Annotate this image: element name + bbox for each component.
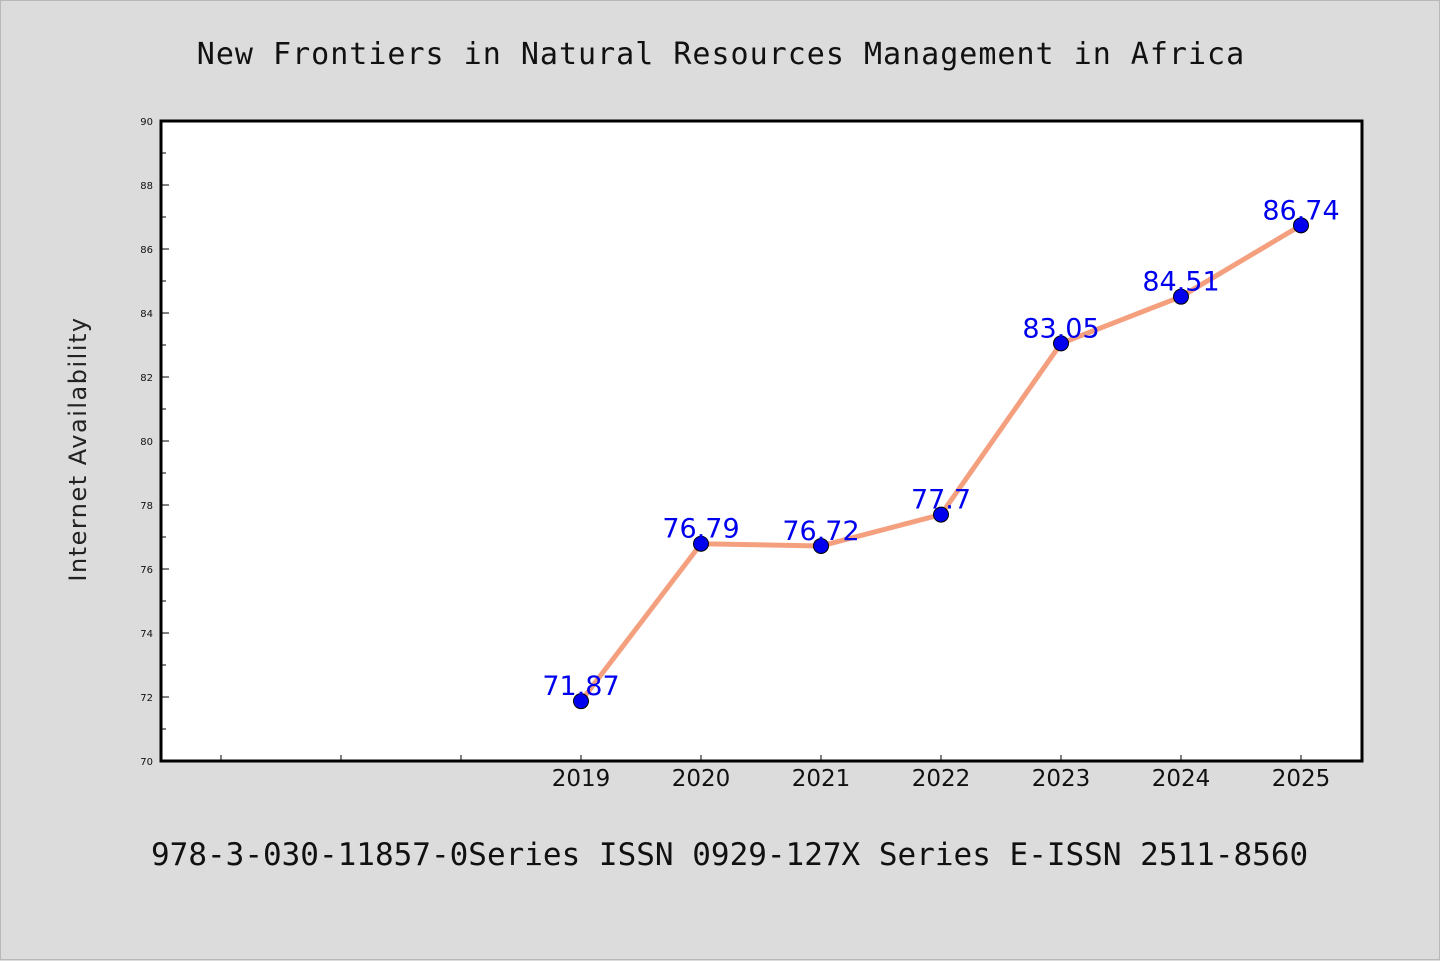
data-point xyxy=(1293,217,1309,234)
data-label: 77.7 xyxy=(911,485,971,516)
y-tick-label: 70 xyxy=(140,757,153,768)
y-tick-label: 78 xyxy=(140,501,153,512)
y-tick-label: 90 xyxy=(140,117,153,128)
data-point xyxy=(1173,288,1189,305)
x-tick-label: 2025 xyxy=(1272,766,1331,792)
y-tick-label: 72 xyxy=(140,693,153,704)
y-axis-label: Internet Availability xyxy=(64,316,92,581)
data-point xyxy=(813,537,829,554)
data-label: 83.05 xyxy=(1022,313,1099,344)
x-tick-label: 2023 xyxy=(1032,766,1091,792)
footer-text: 978-3-030-11857-0Series ISSN 0929-127X S… xyxy=(151,837,1308,873)
y-tick-label: 88 xyxy=(140,181,153,192)
data-points xyxy=(573,217,1309,710)
x-tick-label: 2021 xyxy=(792,766,851,792)
x-axis: 2019 2020 2021 2022 2023 2024 2025 xyxy=(220,755,1331,792)
y-tick-label: 74 xyxy=(140,629,153,640)
data-point xyxy=(693,535,709,552)
plot-area xyxy=(161,121,1362,761)
y-tick-label: 76 xyxy=(140,565,153,576)
y-tick-label: 82 xyxy=(140,373,153,384)
y-axis: 70 72 74 76 78 80 82 84 86 88 90 xyxy=(140,117,169,768)
data-label: 71.87 xyxy=(542,671,619,702)
plot-border xyxy=(159,119,1364,763)
data-label: 76.72 xyxy=(782,516,859,547)
data-point xyxy=(1053,335,1069,352)
y-tick-label: 86 xyxy=(140,245,153,256)
data-label: 86.74 xyxy=(1262,195,1339,226)
x-tick-label: 2024 xyxy=(1152,766,1211,792)
data-point xyxy=(573,693,589,710)
chart-title: New Frontiers in Natural Resources Manag… xyxy=(197,37,1245,72)
data-labels: 71.87 76.79 76.72 77.7 83.05 84.51 86.74 xyxy=(542,195,1339,702)
data-label: 84.51 xyxy=(1142,267,1219,298)
x-tick-label: 2019 xyxy=(552,766,611,792)
data-label: 76.79 xyxy=(662,514,739,545)
y-tick-label: 84 xyxy=(140,309,153,320)
x-tick-label: 2022 xyxy=(912,766,971,792)
x-tick-label: 2020 xyxy=(672,766,731,792)
data-point xyxy=(933,506,949,523)
y-tick-label: 80 xyxy=(140,437,153,448)
